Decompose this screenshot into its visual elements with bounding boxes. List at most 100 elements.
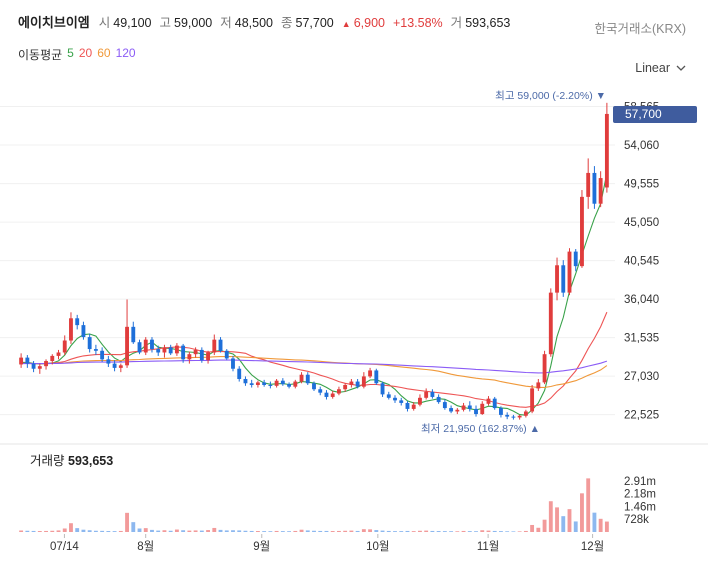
volume-bar (436, 531, 441, 532)
volume-bar (206, 530, 210, 532)
volume-bar (268, 531, 273, 532)
candle-body (511, 416, 516, 418)
candle-body (530, 388, 535, 412)
volume-bar (187, 530, 192, 532)
moving-average-label: 이동평균 (18, 48, 63, 62)
candle-body (374, 370, 379, 384)
volume-bar (44, 530, 48, 532)
volume-bar (492, 530, 497, 532)
scale-dropdown[interactable]: Linear (635, 61, 686, 75)
candle-body (542, 354, 547, 383)
price-tick-label: 31,535 (624, 333, 659, 345)
volume-bars (19, 478, 609, 532)
candle-body (436, 396, 441, 403)
candle-body (405, 402, 410, 409)
volume-bar (561, 516, 566, 532)
candle-body (25, 357, 30, 364)
volume-bar (62, 528, 67, 532)
candle-body (19, 357, 24, 365)
volume-bar (386, 530, 391, 532)
volume-bar (573, 521, 578, 532)
candle-body (343, 384, 348, 390)
candle-body (131, 326, 136, 343)
candle-body (156, 349, 161, 353)
candle-body (548, 292, 553, 355)
ma-60-line (21, 355, 608, 388)
volume-bar (249, 530, 254, 532)
candle-body (150, 339, 154, 350)
candle-body (87, 337, 92, 350)
candle-body (50, 355, 55, 362)
date-tick-label: 07/14 (50, 541, 79, 553)
candle-body (118, 365, 123, 368)
candle-body (137, 342, 142, 353)
candle-body (536, 382, 541, 389)
volume-bar (517, 531, 522, 532)
volume-bar (81, 529, 86, 532)
ma-5-label[interactable]: 5 (67, 46, 74, 60)
date-tick-label: 9월 (253, 540, 270, 553)
volume-bar (449, 531, 454, 532)
ma-120-label[interactable]: 120 (115, 46, 136, 60)
volume-bar (324, 530, 329, 532)
volume-bar (598, 518, 603, 532)
ma-20-label[interactable]: 20 (78, 46, 93, 60)
candle-body (69, 318, 73, 341)
volume-bar (218, 529, 223, 532)
candle-body (449, 408, 454, 412)
exchange-label: 한국거래소(KRX) (594, 22, 686, 36)
volume-bar (474, 531, 478, 532)
date-tick-label: 11월 (477, 540, 500, 553)
price-tick-label: 49,555 (624, 179, 659, 191)
ma-60-label[interactable]: 60 (97, 46, 111, 60)
volume-bar (19, 530, 24, 532)
volume-bar (542, 519, 547, 532)
candle-body (218, 339, 223, 351)
volume-tick-label: 728k (624, 514, 649, 526)
volume-bar (393, 531, 397, 532)
volume-bar (442, 531, 447, 532)
ma-20-line (21, 311, 608, 408)
volume-bar (106, 531, 111, 532)
volume-bar (418, 530, 422, 532)
candle-body (312, 383, 316, 390)
candle-body (580, 196, 584, 267)
volume-title-label: 거래량 (30, 454, 65, 468)
candle-body (349, 381, 354, 385)
max-price-annotation: 최고 59,000 (-2.20%) ▼ (495, 90, 606, 102)
volume-bar (361, 529, 366, 532)
candle-body (255, 382, 260, 385)
volume-bar (143, 528, 148, 532)
candle-body (199, 349, 204, 361)
candlesticks (19, 102, 609, 420)
volume-bar (100, 530, 105, 532)
volume-bar (193, 530, 198, 532)
open-label: 시 (98, 16, 111, 30)
candle-body (206, 352, 210, 361)
volume-bar (162, 530, 167, 532)
volume-bar (567, 509, 572, 532)
volume-bar (87, 530, 92, 532)
candle-body (280, 380, 285, 385)
volume-bar (50, 530, 55, 532)
volume-bar (411, 531, 416, 532)
volume-bar (580, 493, 584, 532)
candle-body (75, 318, 80, 326)
volume-tick-label: 1.46m (624, 501, 656, 513)
candle-body (355, 381, 360, 387)
volume-bar (374, 530, 379, 532)
candle-body (455, 409, 460, 412)
candle-body (561, 265, 566, 293)
candle-body (424, 391, 429, 398)
price-tick-label: 40,545 (624, 256, 659, 268)
candle-body (305, 374, 310, 384)
volume-panel-title: 거래량 593,653 (30, 450, 113, 469)
candle-body (31, 363, 36, 369)
high-label: 고 (159, 16, 172, 30)
candle-body (243, 378, 248, 384)
candle-body (262, 382, 267, 385)
volume-bar (125, 512, 129, 532)
candle-body (168, 347, 173, 354)
chevron-down-icon (676, 65, 686, 71)
